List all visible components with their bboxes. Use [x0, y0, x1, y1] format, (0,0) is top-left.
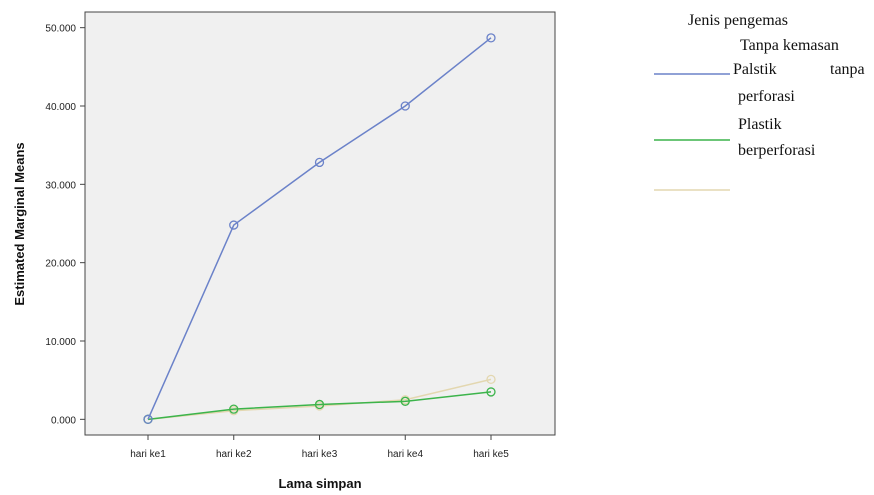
- series-1-point: [486, 33, 496, 43]
- plot-area: [84, 11, 556, 436]
- legend: Jenis pengemas Tanpa kemasan Palstik tan…: [654, 12, 865, 191]
- series-layer: [143, 33, 496, 424]
- series-3-point: [486, 374, 496, 385]
- series-line-3: [147, 378, 492, 421]
- series-line-2: [147, 391, 492, 421]
- x-tick-label: hari ke4: [387, 449, 423, 460]
- legend-label-3: perforasi: [738, 88, 795, 105]
- series-1-point: [314, 157, 325, 168]
- x-tick-label: hari ke2: [216, 449, 252, 460]
- legend-label-2a: Palstik: [733, 61, 777, 78]
- y-tick-label: 20.000: [45, 259, 76, 270]
- series-2-point: [229, 404, 239, 414]
- series-1-point: [400, 101, 410, 111]
- y-tick-label: 0.000: [51, 415, 76, 426]
- y-axis-title: Estimated Marginal Means: [12, 142, 27, 305]
- series-line-1: [147, 37, 492, 420]
- y-tick-label: 40.000: [45, 102, 76, 113]
- series-1-point: [143, 414, 153, 424]
- series-2-point: [400, 396, 410, 406]
- y-tick-label: 10.000: [45, 337, 76, 348]
- x-axis-title: Lama simpan: [278, 476, 361, 491]
- x-tick-label: hari ke1: [130, 449, 166, 460]
- x-axis: hari ke1 hari ke2 hari ke3 hari ke4 hari ke5: [130, 435, 509, 460]
- legend-title: Jenis pengemas: [688, 12, 788, 29]
- y-axis: 0.000 10.000 20.000 30.000 40.000 50.000: [45, 24, 85, 426]
- series-1-point: [229, 220, 239, 230]
- legend-label-5: berperforasi: [738, 142, 816, 159]
- legend-label-1: Tanpa kemasan: [740, 37, 839, 54]
- legend-label-2b: tanpa: [830, 61, 865, 78]
- x-tick-label: hari ke3: [302, 449, 338, 460]
- legend-label-4: Plastik: [738, 116, 782, 133]
- series-2-point: [314, 399, 325, 410]
- x-tick-label: hari ke5: [473, 449, 509, 460]
- y-tick-label: 50.000: [45, 24, 76, 35]
- series-2-point: [486, 387, 496, 397]
- y-tick-label: 30.000: [45, 180, 76, 191]
